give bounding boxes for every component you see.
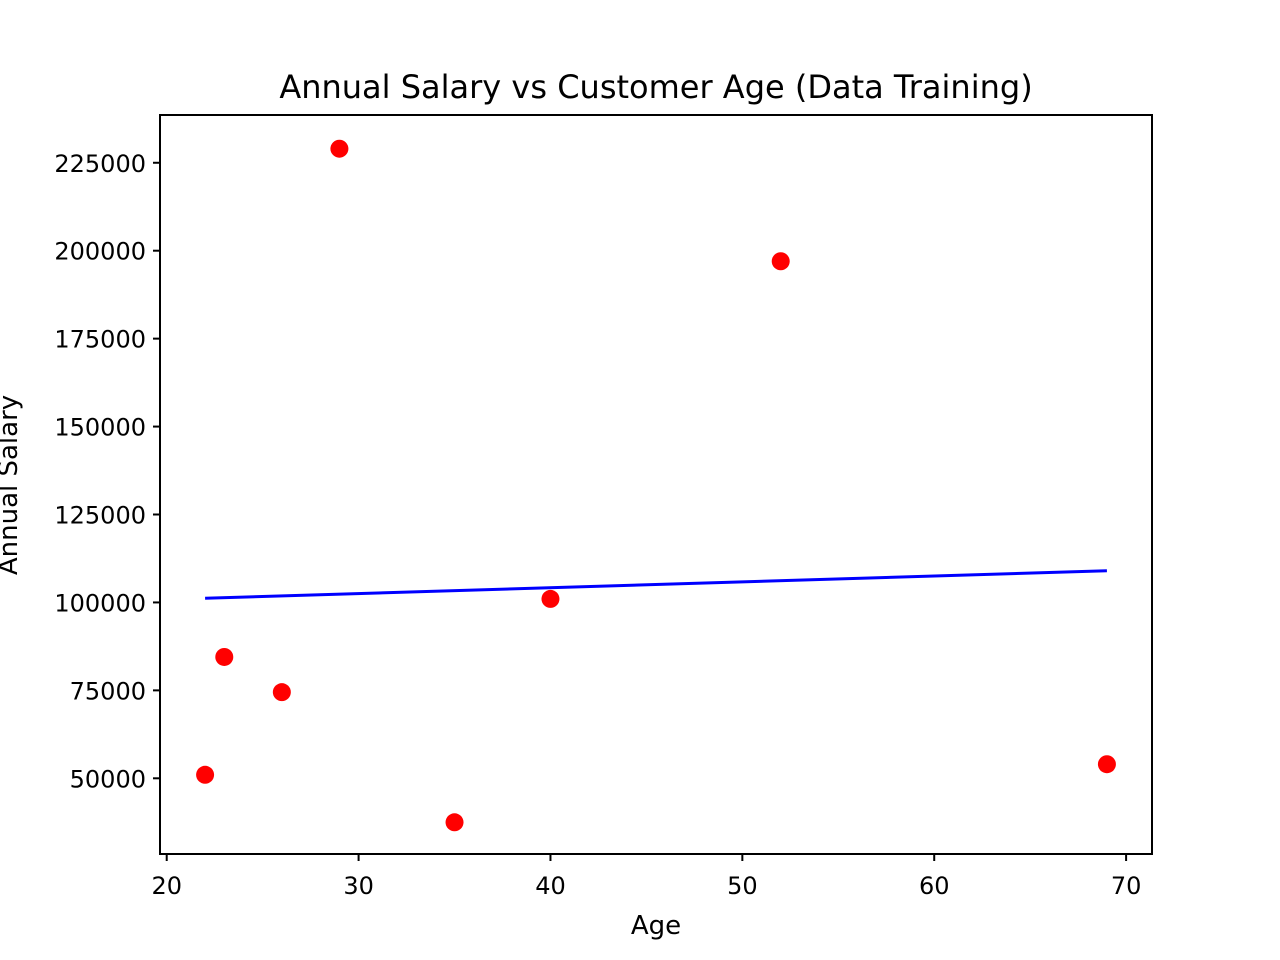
x-tick-label: 30 [343,872,374,900]
x-axis: 20 30 40 50 60 70 [151,854,1141,900]
y-tick-label: 75000 [70,677,146,705]
y-tick-label: 200000 [54,238,146,266]
data-point [541,589,560,608]
data-point [215,647,234,666]
data-point [771,252,790,271]
data-point [330,139,349,158]
chart-title: Annual Salary vs Customer Age (Data Trai… [279,68,1032,106]
data-point [1097,755,1116,774]
y-tick-label: 100000 [54,589,146,617]
y-axis: 50000 75000 100000 125000 150000 175000 200000… [54,150,160,793]
x-tick-label: 40 [535,872,566,900]
x-tick-label: 20 [151,872,182,900]
regression-line [205,569,1107,600]
data-point [196,765,215,784]
plot-area [196,139,1116,832]
x-tick-label: 70 [1111,872,1142,900]
y-tick-label: 50000 [70,765,146,793]
data-point [445,813,464,832]
x-axis-label: Age [631,911,681,941]
x-tick-label: 60 [919,872,950,900]
y-tick-label: 225000 [54,150,146,178]
data-point [272,683,291,702]
plot-frame [159,114,1153,855]
y-axis-label: Annual Salary [0,395,24,575]
x-tick-label: 50 [727,872,758,900]
y-tick-label: 125000 [54,502,146,530]
y-tick-label: 150000 [54,414,146,442]
y-tick-label: 175000 [54,326,146,354]
